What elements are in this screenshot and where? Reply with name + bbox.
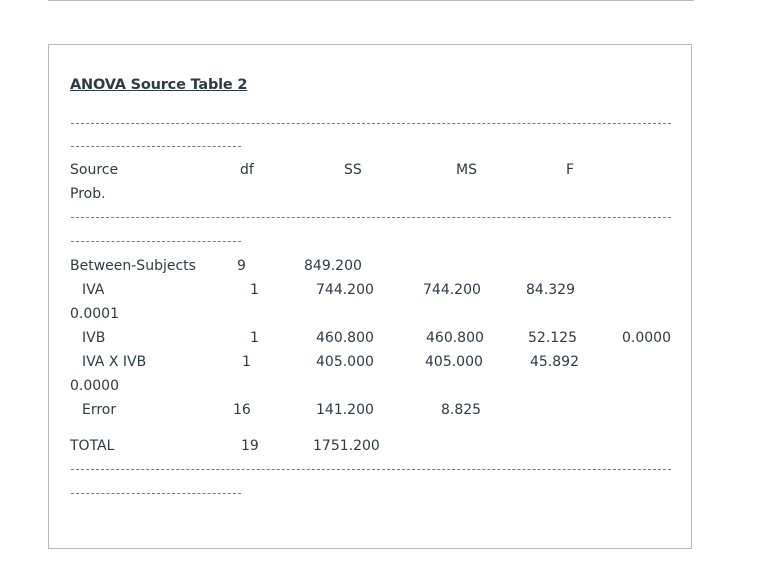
row-error-ss: 141.200 xyxy=(316,402,374,418)
row-iva-ms: 744.200 xyxy=(423,282,481,298)
table-title: ANOVA Source Table 2 xyxy=(70,77,248,93)
row-iva-label: IVA xyxy=(82,282,105,298)
row-iva-prob: 0.0001 xyxy=(70,306,119,322)
row-total-df: 19 xyxy=(241,438,259,454)
anova-table-card: ANOVA Source Table 2 Source df SS MS F P… xyxy=(48,44,692,549)
header-source: Source xyxy=(70,162,119,178)
separator-line xyxy=(71,241,241,242)
separator-line xyxy=(71,493,241,494)
row-error-df: 16 xyxy=(233,402,251,418)
row-ivb-prob: 0.0000 xyxy=(622,330,671,346)
row-ivaxivb-ss: 405.000 xyxy=(316,354,374,370)
row-iva-df: 1 xyxy=(250,282,259,298)
header-prob: Prob. xyxy=(70,186,106,202)
row-iva-ss: 744.200 xyxy=(316,282,374,298)
separator-line xyxy=(71,217,671,218)
row-between-label: Between-Subjects xyxy=(70,258,196,274)
row-ivaxivb-f: 45.892 xyxy=(530,354,579,370)
row-ivb-label: IVB xyxy=(82,330,106,346)
row-iva-f: 84.329 xyxy=(526,282,575,298)
row-ivb-f: 52.125 xyxy=(528,330,577,346)
header-f: F xyxy=(566,162,575,178)
header-ss: SS xyxy=(344,162,362,178)
row-ivb-ss: 460.800 xyxy=(316,330,374,346)
separator-line xyxy=(71,146,241,147)
row-ivb-df: 1 xyxy=(250,330,259,346)
header-df: df xyxy=(240,162,254,178)
separator-line xyxy=(71,469,671,470)
row-ivaxivb-prob: 0.0000 xyxy=(70,378,119,394)
row-total-ss: 1751.200 xyxy=(313,438,380,454)
row-between-df: 9 xyxy=(237,258,246,274)
row-total-label: TOTAL xyxy=(70,438,115,454)
row-ivaxivb-ms: 405.000 xyxy=(425,354,483,370)
separator-line xyxy=(71,123,671,124)
row-ivaxivb-df: 1 xyxy=(242,354,251,370)
row-ivb-ms: 460.800 xyxy=(426,330,484,346)
previous-content-box xyxy=(48,0,694,1)
row-ivaxivb-label: IVA X IVB xyxy=(82,354,147,370)
row-error-label: Error xyxy=(82,402,117,418)
row-error-ms: 8.825 xyxy=(441,402,482,418)
row-between-ss: 849.200 xyxy=(304,258,362,274)
header-ms: MS xyxy=(456,162,477,178)
